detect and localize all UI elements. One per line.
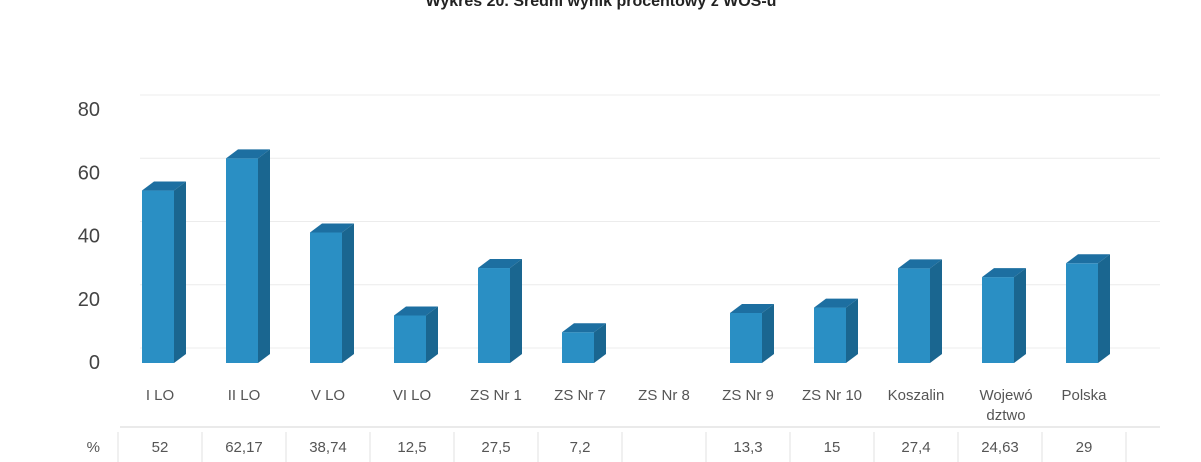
bar	[1066, 254, 1110, 363]
category-label-line2: dztwo	[986, 407, 1025, 424]
bar-side	[1098, 254, 1110, 363]
bars	[142, 149, 1110, 363]
bar	[226, 149, 270, 363]
bar-front	[898, 268, 930, 363]
bar	[562, 323, 606, 363]
bar-front	[394, 315, 426, 363]
bar	[730, 303, 774, 363]
y-tick-label: 40	[78, 226, 100, 248]
bar-front	[142, 190, 174, 363]
bar-side	[342, 223, 354, 363]
data-value-label: 27,5	[481, 439, 510, 456]
data-value-label: 7,2	[570, 439, 591, 456]
category-label: ZS Nr 10	[802, 387, 862, 404]
category-label: Polska	[1061, 387, 1107, 404]
y-tick-label: 80	[78, 99, 100, 121]
bar-side	[1014, 268, 1026, 363]
category-label: ZS Nr 9	[722, 387, 774, 404]
gridlines	[120, 94, 1160, 428]
bar	[142, 181, 186, 363]
data-value-label: 13,3	[733, 439, 762, 456]
bar	[898, 259, 942, 363]
bar-side	[258, 149, 270, 363]
bar	[478, 259, 522, 363]
bar-front	[562, 332, 594, 363]
bar-side	[846, 298, 858, 363]
bar	[310, 223, 354, 363]
bar-front	[982, 277, 1014, 363]
bar-side	[174, 181, 186, 363]
bar-front	[1066, 263, 1098, 363]
bar-side	[594, 323, 606, 363]
data-value-label: 52	[152, 439, 169, 456]
bar-top	[478, 259, 522, 269]
data-value-label: 27,4	[901, 439, 930, 456]
bar-front	[478, 268, 510, 363]
bar-top	[394, 306, 438, 316]
bar	[814, 298, 858, 363]
bar-top	[814, 298, 858, 308]
bar-top	[730, 303, 774, 313]
y-tick-label: 60	[78, 162, 100, 184]
bar-top	[562, 323, 606, 333]
category-label: Koszalin	[888, 387, 945, 404]
bar-front	[226, 158, 258, 363]
bar-top	[898, 259, 942, 269]
category-labels: I LO II LO V LO VI LO ZS Nr 1 ZS Nr 7 ZS Nr 8 Z…	[146, 387, 1107, 424]
data-value-label: 12,5	[397, 439, 426, 456]
data-value-label: 38,74	[309, 439, 347, 456]
category-label: V LO	[311, 387, 345, 404]
bar-side	[426, 306, 438, 363]
category-label: II LO	[228, 387, 261, 404]
bar	[982, 268, 1026, 363]
y-axis-ticks: 0 20 40 60 80	[78, 99, 100, 374]
data-table: % 52 62,17 38,74 12,5 27,5 7,2 13,3 15 27,4 24,63 2…	[87, 432, 1127, 462]
category-label: I LO	[146, 387, 174, 404]
category-label: Wojewó	[979, 387, 1032, 404]
bar-top	[310, 223, 354, 233]
data-value-label: 62,17	[225, 439, 263, 456]
data-value-label: 15	[824, 439, 841, 456]
data-value-label: 24,63	[981, 439, 1019, 456]
bar	[394, 306, 438, 363]
bar-top	[142, 181, 186, 191]
bar-side	[930, 259, 942, 363]
bar-top	[1066, 254, 1110, 264]
y-tick-label: 20	[78, 289, 100, 311]
bar-top	[982, 268, 1026, 278]
bar-side	[762, 303, 774, 363]
bar-front	[730, 312, 762, 363]
series-label: %	[87, 439, 100, 456]
bar-front	[310, 232, 342, 363]
chart-title: Wykres 20. Średni wynik procentowy z WOS…	[426, 0, 777, 10]
category-label: VI LO	[393, 387, 431, 404]
bar-top	[226, 149, 270, 159]
category-label: ZS Nr 7	[554, 387, 606, 404]
category-label: ZS Nr 8	[638, 387, 690, 404]
category-label: ZS Nr 1	[470, 387, 522, 404]
data-value-label: 29	[1076, 439, 1093, 456]
bar-front	[814, 307, 846, 363]
bar-side	[510, 259, 522, 363]
y-tick-label: 0	[89, 352, 100, 374]
